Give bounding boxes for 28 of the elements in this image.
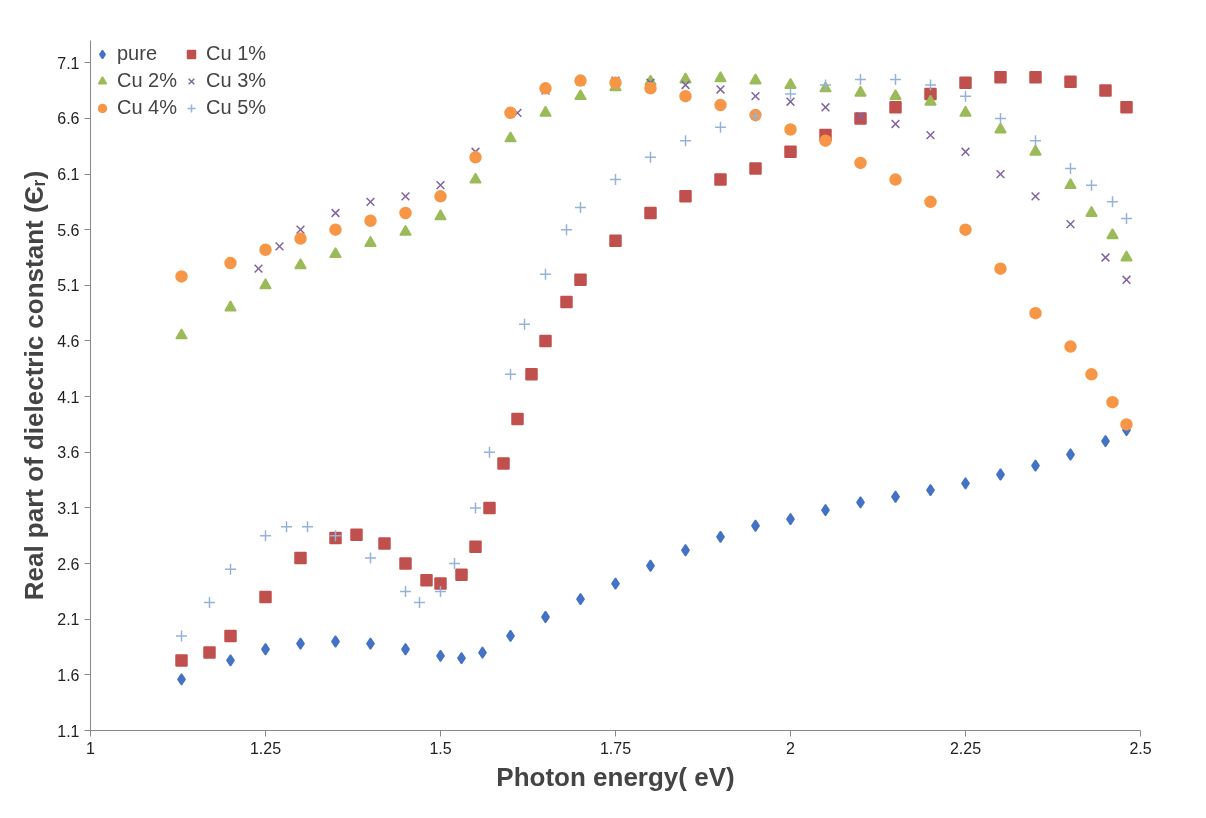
y-tick-label: 5.6 [57,221,80,239]
x-axis-title: Photon energy( eV) [496,761,735,792]
x-tick-label: 2 [786,739,796,757]
legend-label: Cu 3% [206,69,267,92]
legend-label: Cu 4% [117,96,178,119]
y-tick-label: 1.1 [57,722,80,740]
x-tick-label: 2.25 [949,739,982,757]
x-tick-label: 1.5 [429,739,452,757]
x-tick-label: 1 [86,739,96,757]
y-tick-label: 3.6 [57,444,80,462]
x-tick-label: 2.5 [1129,739,1152,757]
legend-label: Cu 2% [117,69,178,92]
legend-label: pure [117,42,158,65]
y-tick-label: 2.6 [57,555,80,573]
y-tick-label: 6.1 [57,166,80,184]
y-tick-label: 7.1 [57,54,80,72]
y-tick-label: 2.1 [57,611,80,629]
y-tick-label: 4.1 [57,388,80,406]
y-tick-label: 1.6 [57,666,80,684]
y-tick-label: 6.6 [57,110,80,128]
y-tick-label: 5.1 [57,277,80,295]
legend-label: Cu 5% [206,96,267,119]
x-tick-label: 1.25 [249,739,282,757]
x-tick-label: 1.75 [599,739,632,757]
legend-label: Cu 1% [206,42,267,65]
y-axis-title: Real part of dielectric constant (Єᵣ) [19,170,50,601]
y-tick-label: 4.6 [57,332,80,350]
y-tick-label: 3.1 [57,499,80,517]
